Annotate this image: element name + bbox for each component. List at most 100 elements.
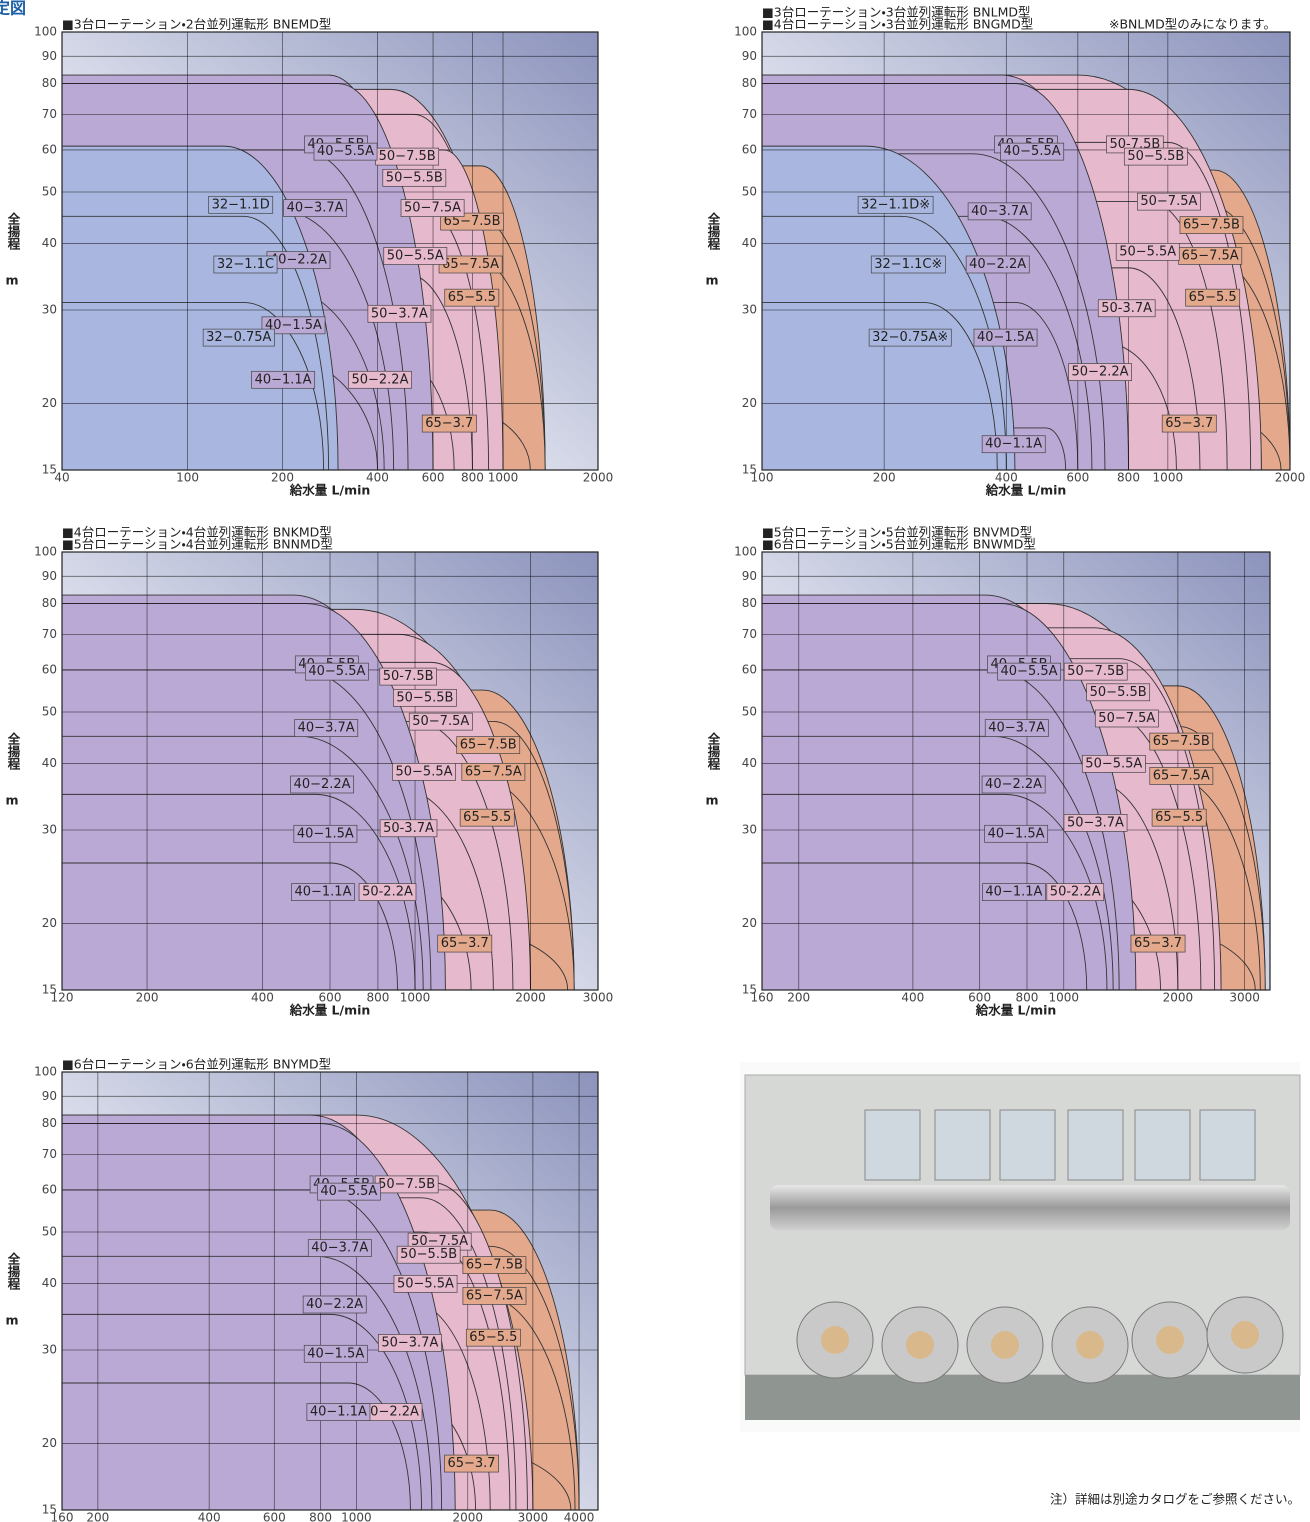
region-label-group: 50−3.7A xyxy=(1064,814,1127,831)
x-tick-label: 100 xyxy=(176,471,199,485)
x-tick-label: 200 xyxy=(873,471,896,485)
page-heading: 選定図 xyxy=(0,0,26,18)
region-label: 50−2.2A xyxy=(351,372,408,387)
region-label: 50-2.2A xyxy=(362,885,413,900)
region-label: 50−5.5A xyxy=(387,248,444,263)
y-tick-label: 20 xyxy=(42,396,57,410)
y-tick-label: 70 xyxy=(42,627,57,641)
y-tick-label: 100 xyxy=(34,25,57,39)
region-label-group: 50−5.5A xyxy=(384,247,447,264)
region-area xyxy=(762,302,997,470)
region-label-group: 50−7.5B xyxy=(375,1176,438,1193)
region-label: 65−5.5 xyxy=(1189,290,1237,305)
region-label: 40−1.1A xyxy=(985,885,1042,900)
region-label: 50−5.5B xyxy=(1127,149,1184,164)
region-label: 32−1.1C※ xyxy=(874,257,942,272)
region-area xyxy=(762,863,1087,990)
y-tick-label: 20 xyxy=(742,916,757,930)
region-label-group: 50−7.5A xyxy=(1095,710,1158,727)
region-label-group: 50−3.7A xyxy=(368,305,431,322)
chart: 1520304050607080901001002004006008001000… xyxy=(705,5,1305,498)
y-axis-label: 全揚程 xyxy=(6,211,21,250)
region-label: 50−7.5A xyxy=(1140,194,1197,209)
region-label: 50−7.5A xyxy=(404,201,461,216)
region-label-group: 65−3.7 xyxy=(444,1455,498,1472)
x-axis-label: 給水量 L/min xyxy=(975,1003,1057,1018)
region-label-group: 65−3.7 xyxy=(438,935,492,952)
region-label-group: 40−1.1A xyxy=(982,884,1045,901)
region-label: 50−5.5B xyxy=(396,690,453,705)
x-tick-label: 1000 xyxy=(1153,471,1184,485)
region-label-group: 65−7.5B xyxy=(1150,733,1213,750)
x-tick-label: 3000 xyxy=(583,991,614,1005)
region-label: 65−3.7 xyxy=(1165,416,1213,431)
region-label: 40−3.7A xyxy=(287,201,344,216)
y-tick-label: 90 xyxy=(742,569,757,583)
y-tick-label: 60 xyxy=(42,662,57,676)
region-label: 40−1.1A xyxy=(294,885,351,900)
y-tick-label: 40 xyxy=(42,236,57,250)
chart-title: ■5台ローテーション・4台並列運転形 BNNMD型 xyxy=(62,537,333,552)
x-tick-label: 2000 xyxy=(515,991,546,1005)
region-area xyxy=(62,863,398,990)
region-label: 65−7.5A xyxy=(1153,768,1210,783)
x-tick-label: 3000 xyxy=(1229,991,1260,1005)
x-tick-label: 2000 xyxy=(1163,991,1194,1005)
chart: 1520304050607080901001602004006008001000… xyxy=(5,1057,598,1522)
x-tick-label: 400 xyxy=(901,991,924,1005)
region-label: 40−3.7A xyxy=(988,721,1045,736)
region-label: 40−1.1A xyxy=(255,372,312,387)
region-label-group: 50−5.5A xyxy=(1082,755,1145,772)
region-label-group: 40−2.2A xyxy=(966,256,1029,273)
region-label-group: 40−5.5A xyxy=(1001,143,1064,160)
region-label-group: 50−5.5B xyxy=(1124,148,1187,165)
region-label: 40−2.2A xyxy=(306,1297,363,1312)
region-label: 65−7.5B xyxy=(1183,218,1240,233)
region-label-group: 65−7.5A xyxy=(439,256,502,273)
x-axis-label: 給水量 L/min xyxy=(985,483,1067,498)
region-label: 40−1.5A xyxy=(988,826,1045,841)
x-tick-label: 600 xyxy=(422,471,445,485)
region-label: 50−5.5B xyxy=(1090,685,1147,700)
footer-note: 注）詳細は別途カタログをご参照ください。 xyxy=(1050,1492,1300,1507)
region-label-group: 40−2.2A xyxy=(291,776,354,793)
y-tick-label: 60 xyxy=(42,142,57,156)
y-tick-label: 20 xyxy=(42,1436,57,1450)
region-label-group: 40−3.7A xyxy=(968,203,1031,220)
chart: 1520304050607080901004010020040060080010… xyxy=(5,17,613,498)
region-label: 40−1.5A xyxy=(977,330,1034,345)
region-label-group: 65−7.5A xyxy=(463,1287,526,1304)
region-label: 50−5.5A xyxy=(396,764,453,779)
region-label: 65−3.7 xyxy=(447,1456,495,1471)
y-tick-label: 100 xyxy=(34,545,57,559)
region-label: 65−7.5A xyxy=(442,257,499,272)
y-tick-label: 100 xyxy=(734,545,757,559)
y-tick-label: 30 xyxy=(742,302,757,316)
y-tick-label: 70 xyxy=(42,1147,57,1161)
region-label-group: 65−3.7 xyxy=(1162,415,1216,432)
region-label-group: 32−0.75A xyxy=(203,329,274,346)
region-label-group: 65−7.5A xyxy=(462,763,525,780)
base xyxy=(745,1375,1300,1420)
y-tick-label: 90 xyxy=(42,49,57,63)
region-label-group: 50-3.7A xyxy=(380,820,437,837)
region-label-group: 50−5.5B xyxy=(393,689,456,706)
region-label-group: 65−7.5A xyxy=(1150,767,1213,784)
x-tick-label: 800 xyxy=(1117,471,1140,485)
region-label-group: 40−3.7A xyxy=(985,720,1048,737)
region-label: 50−5.5B xyxy=(386,170,443,185)
region-label-group: 50-7.5B xyxy=(380,668,437,685)
region-label: 50−7.5B xyxy=(379,149,436,164)
region-label-group: 50−5.5B xyxy=(383,169,446,186)
y-tick-label: 90 xyxy=(42,1089,57,1103)
product-photo xyxy=(740,1062,1300,1432)
region-label-group: 50−7.5A xyxy=(1137,193,1200,210)
region-label-group: 40−5.5A xyxy=(317,1183,380,1200)
y-tick-label: 80 xyxy=(742,76,757,90)
region-label-group: 40−1.1A xyxy=(291,884,354,901)
region-label: 65−3.7 xyxy=(425,416,473,431)
region-label: 65−5.5 xyxy=(1155,810,1203,825)
region-label-group: 50-2.2A xyxy=(359,884,416,901)
x-tick-label: 600 xyxy=(263,1511,286,1522)
y-axis-unit: m xyxy=(705,273,718,288)
